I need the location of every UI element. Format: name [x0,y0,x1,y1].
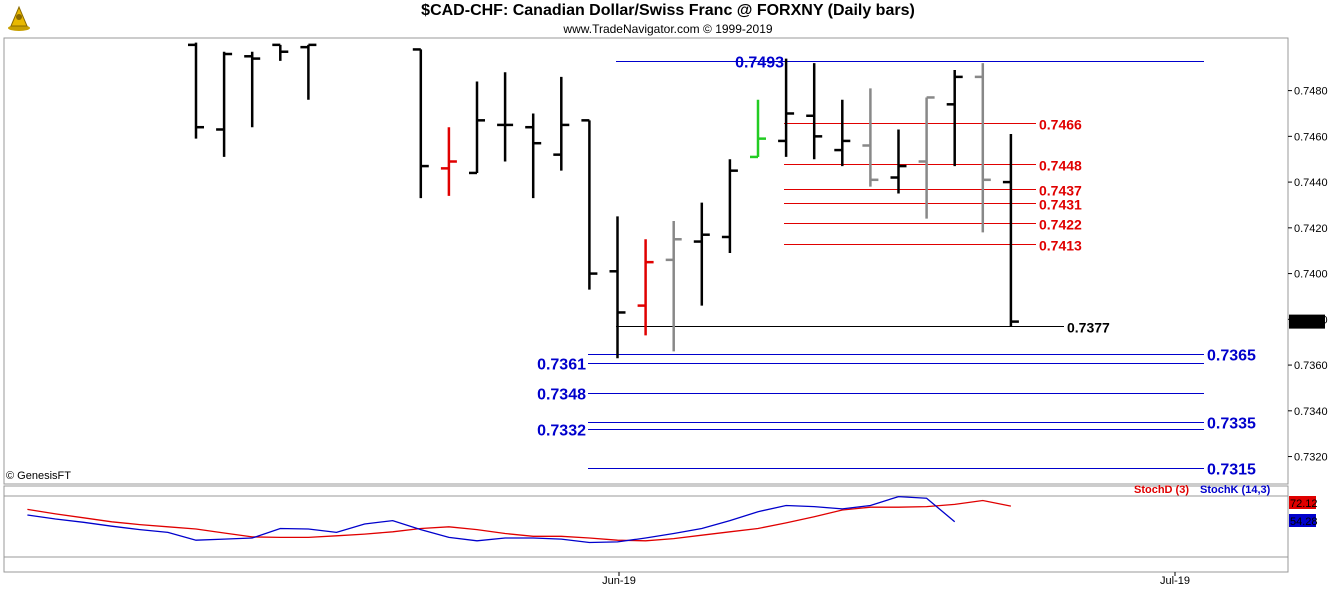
level-label: 0.7332 [537,423,586,440]
ohlc-bar [693,202,710,306]
stoch-k-value: 54.28 [1290,516,1318,528]
chart-subtitle: www.TradeNavigator.com © 1999-2019 [563,22,773,36]
level-label: 0.7493 [735,55,784,72]
ohlc-bar [300,43,317,100]
level-label: 0.7413 [1039,238,1082,254]
ohlc-bar [750,99,766,159]
level-label: 0.7315 [1207,462,1256,479]
y-tick-label: 0.7340 [1294,406,1328,418]
ohlc-bar [440,127,457,196]
ohlc-bar [525,113,542,199]
chart-title: $CAD-CHF: Canadian Dollar/Swiss Franc @ … [421,2,915,19]
y-tick-label: 0.7420 [1294,223,1328,235]
trade-navigator-logo-icon [8,5,30,31]
ohlc-bar [553,76,570,171]
x-tick-label: Jul-19 [1160,575,1190,587]
level-label: 0.7422 [1039,217,1082,233]
level-label: 0.7448 [1039,158,1082,174]
level-label: 0.7335 [1207,416,1256,433]
price-panel-frame [3,37,1289,485]
y-tick-label: 0.7460 [1294,131,1328,143]
ohlc-bar [1002,134,1019,327]
y-tick-label: 0.7360 [1294,360,1328,372]
ohlc-bar [974,63,991,233]
level-label: 0.7348 [537,387,586,404]
ohlc-bar [216,51,233,157]
y-tick-label: 0.7320 [1294,452,1328,464]
ohlc-bar [721,159,738,253]
ohlc-bar [637,239,654,336]
ohlc-bar [412,48,429,199]
y-tick-label: 0.7480 [1294,86,1328,98]
ohlc-bar [581,119,598,290]
stochastic-panel-frame [3,485,1289,573]
ohlc-bar [778,58,795,157]
ohlc-bar [806,63,823,160]
ohlc-bar [609,216,626,359]
stoch-d-value: 72.12 [1290,498,1318,510]
stoch-k-value-box [1289,514,1316,527]
stoch-k-line [27,495,956,544]
level-label: 0.7431 [1039,197,1082,213]
level-label: 0.7377 [1067,320,1110,336]
y-tick-label: 0.7440 [1294,177,1328,189]
ohlc-bar [890,129,907,194]
last-price-label: 0.7379 [1291,317,1325,329]
level-label: 0.7361 [537,357,586,374]
ohlc-bar [244,51,261,128]
ohlc-bar [946,70,963,167]
ohlc-bar [862,88,879,187]
stoch-d-line [27,499,1012,542]
last-price-box [1289,314,1325,329]
level-label: 0.7466 [1039,117,1082,133]
copyright-label: © GenesisFT [6,470,71,482]
ohlc-bar [469,81,485,175]
stoch-d-legend: StochD (3) [1134,484,1189,496]
ohlc-bar [834,99,851,167]
level-label: 0.7437 [1039,183,1082,199]
ohlc-bar [918,96,935,219]
stoch-d-value-box [1289,496,1316,509]
ohlc-bar [665,220,682,352]
y-tick-label: 0.7400 [1294,269,1328,281]
x-tick-label: Jun-19 [602,575,636,587]
ohlc-bar [497,72,514,162]
ohlc-bar [188,42,204,139]
level-label: 0.7365 [1207,348,1256,365]
stoch-k-legend: StochK (14,3) [1200,484,1271,496]
ohlc-bar [272,43,289,61]
